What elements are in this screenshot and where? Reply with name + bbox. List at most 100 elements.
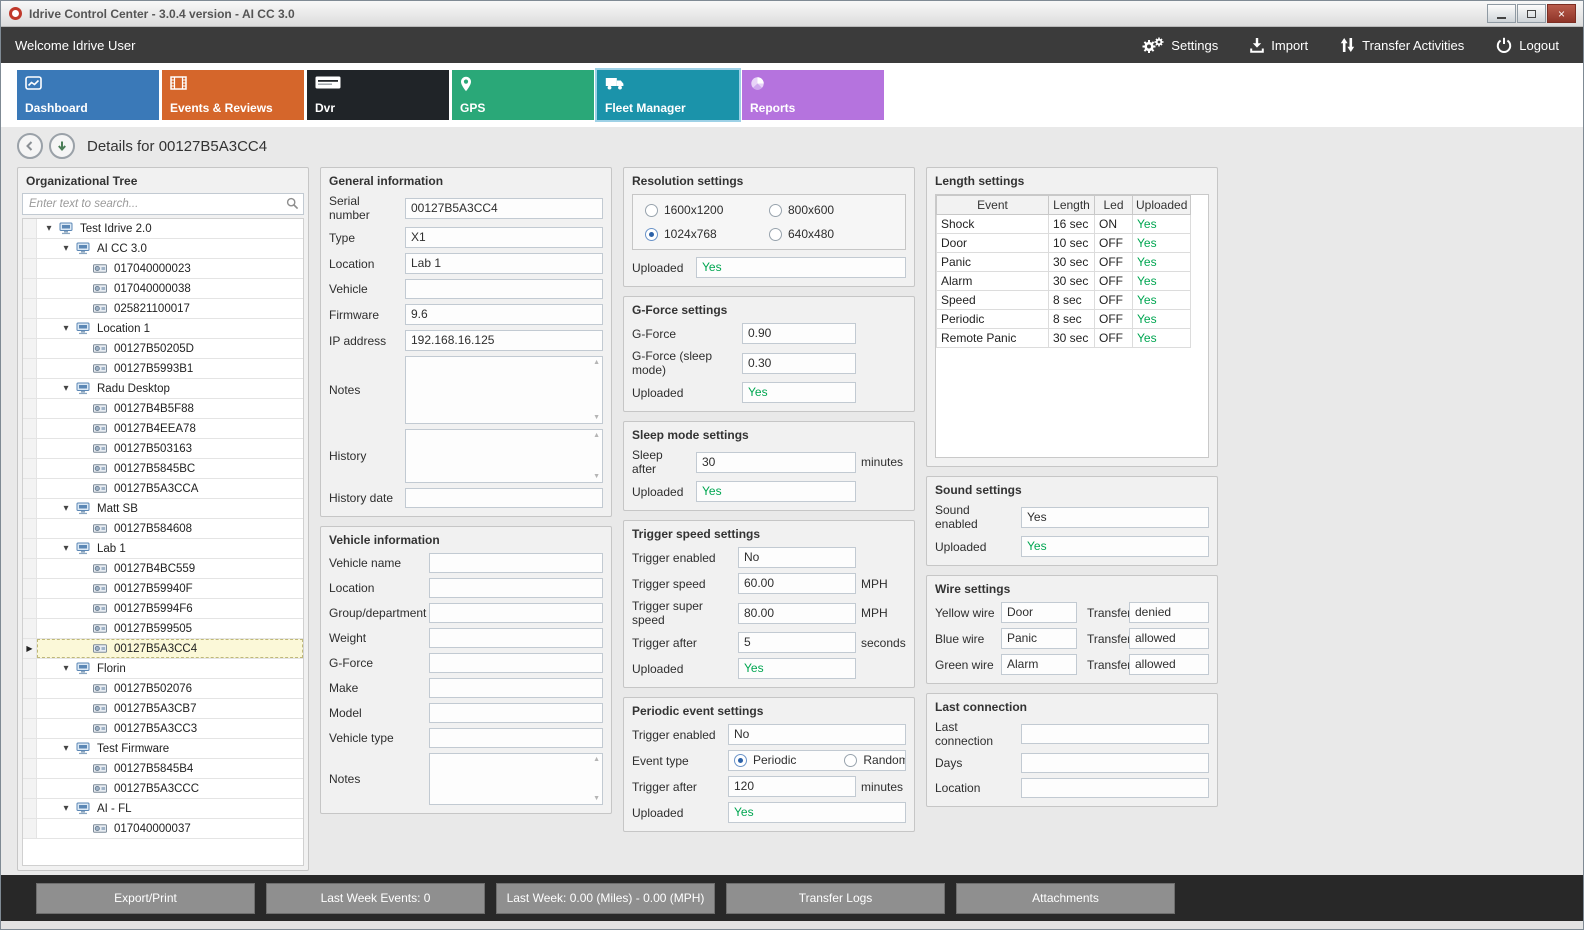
expand-collapse-icon[interactable]: ▾	[63, 803, 69, 814]
length-table-row[interactable]: Alarm 30 sec OFF Yes	[936, 271, 1192, 291]
gforce-input[interactable]: 0.90	[742, 323, 856, 344]
wire-transfer-field[interactable]: allowed	[1129, 628, 1209, 649]
length-table-row[interactable]: Periodic 8 sec OFF Yes	[936, 309, 1192, 329]
length-column-header[interactable]: Length	[1048, 195, 1095, 215]
expand-collapse-icon[interactable]: ▾	[63, 323, 69, 334]
sleep-uploaded-field[interactable]: Yes	[696, 481, 856, 502]
settings-button[interactable]: Settings	[1140, 37, 1218, 54]
tree-device-row[interactable]: ▶ 00127B5A3CC4	[23, 639, 303, 659]
attachments-button[interactable]: Attachments	[956, 882, 1175, 914]
length-column-header[interactable]: Led	[1094, 195, 1133, 215]
ip-address-input[interactable]: 192.168.16.125	[405, 330, 603, 351]
trigger-uploaded-field[interactable]: Yes	[738, 658, 856, 679]
vehicle-name-input[interactable]	[429, 553, 603, 573]
length-table-row[interactable]: Panic 30 sec OFF Yes	[936, 252, 1192, 272]
sleep-after-input[interactable]: 30	[696, 451, 856, 473]
resolution-option[interactable]: 640x480	[769, 227, 893, 241]
tree-group-row[interactable]: ▾ Lab 1	[23, 539, 303, 559]
tree-device-row[interactable]: 017040000037	[23, 819, 303, 839]
vehicle-type-input[interactable]	[429, 728, 603, 748]
wire-event-field[interactable]: Panic	[1001, 628, 1077, 649]
firmware-input[interactable]: 9.6	[405, 304, 603, 325]
length-table-row[interactable]: Door 10 sec OFF Yes	[936, 233, 1192, 253]
tree-device-row[interactable]: 00127B5A3CC3	[23, 719, 303, 739]
scroll-down-icon[interactable]: ▼	[593, 473, 600, 480]
type-input[interactable]: X1	[405, 227, 603, 248]
periodic-trigger-enabled-input[interactable]: No	[728, 724, 906, 745]
expand-collapse-icon[interactable]: ▾	[63, 503, 69, 514]
close-button[interactable]: ×	[1547, 4, 1576, 23]
make-input[interactable]	[429, 678, 603, 698]
expand-collapse-icon[interactable]: ▾	[63, 243, 69, 254]
tree-device-row[interactable]: 00127B5845B4	[23, 759, 303, 779]
tree-group-row[interactable]: ▾ AI - FL	[23, 799, 303, 819]
export-print-button[interactable]: Export/Print	[36, 882, 255, 914]
length-table-row[interactable]: Speed 8 sec OFF Yes	[936, 290, 1192, 310]
last-week-stats-button[interactable]: Last Week: 0.00 (Miles) - 0.00 (MPH)	[496, 882, 715, 914]
trigger-enabled-input[interactable]: No	[738, 547, 856, 568]
tree-device-row[interactable]: 00127B5994F6	[23, 599, 303, 619]
serial-number-input[interactable]: 00127B5A3CC4	[405, 197, 603, 219]
resolution-option[interactable]: 1600x1200	[645, 203, 769, 217]
event-type-option[interactable]: Periodic	[734, 753, 796, 768]
tab-fleet-manager[interactable]: Fleet Manager	[597, 70, 739, 120]
tree-device-row[interactable]: 00127B584608	[23, 519, 303, 539]
tree-device-row[interactable]: 00127B5A3CCA	[23, 479, 303, 499]
tree-group-row[interactable]: ▾ Test Idrive 2.0	[23, 219, 303, 239]
length-table-row[interactable]: Remote Panic 30 sec OFF Yes	[936, 328, 1192, 348]
maximize-button[interactable]	[1517, 4, 1546, 23]
vehicle-notes-input[interactable]: ▲ ▼	[429, 753, 603, 805]
resolution-option[interactable]: 1024x768	[645, 227, 769, 241]
last-week-events-button[interactable]: Last Week Events: 0	[266, 882, 485, 914]
tree-device-row[interactable]: 025821100017	[23, 299, 303, 319]
tree-device-row[interactable]: 017040000023	[23, 259, 303, 279]
history-input[interactable]: ▲ ▼	[405, 429, 603, 483]
back-button[interactable]	[17, 133, 43, 159]
length-table-row[interactable]: Shock 16 sec ON Yes	[936, 214, 1192, 234]
tree-device-row[interactable]: 00127B4BC559	[23, 559, 303, 579]
expand-collapse-icon[interactable]: ▾	[46, 223, 52, 234]
tab-dashboard[interactable]: Dashboard	[17, 70, 159, 120]
tree-group-row[interactable]: ▾ Florin	[23, 659, 303, 679]
tree-device-row[interactable]: 00127B502076	[23, 679, 303, 699]
import-button[interactable]: Import	[1250, 37, 1308, 53]
expand-collapse-icon[interactable]: ▾	[63, 663, 69, 674]
history-date-input[interactable]	[405, 488, 603, 508]
sound-enabled-input[interactable]: Yes	[1021, 506, 1209, 528]
periodic-trigger-after-input[interactable]: 120	[728, 776, 856, 797]
wire-transfer-field[interactable]: allowed	[1129, 654, 1209, 675]
wire-event-field[interactable]: Alarm	[1001, 654, 1077, 675]
tree-device-row[interactable]: 017040000038	[23, 279, 303, 299]
minimize-button[interactable]	[1487, 4, 1516, 23]
tree-group-row[interactable]: ▾ Test Firmware	[23, 739, 303, 759]
tree-device-row[interactable]: 00127B5A3CCC	[23, 779, 303, 799]
scroll-down-icon[interactable]: ▼	[593, 795, 600, 802]
transfer-activities-button[interactable]: Transfer Activities	[1340, 37, 1464, 53]
wire-transfer-field[interactable]: denied	[1129, 602, 1209, 623]
trigger-after-input[interactable]: 5	[738, 632, 856, 653]
scroll-up-icon[interactable]: ▲	[593, 756, 600, 763]
tree-device-row[interactable]: 00127B4EEA78	[23, 419, 303, 439]
event-type-option[interactable]: Random	[844, 753, 905, 768]
periodic-uploaded-field[interactable]: Yes	[728, 802, 906, 823]
down-arrow-button[interactable]	[49, 133, 75, 159]
tree-group-row[interactable]: ▾ Location 1	[23, 319, 303, 339]
tree-device-row[interactable]: 00127B599505	[23, 619, 303, 639]
tree-group-row[interactable]: ▾ Radu Desktop	[23, 379, 303, 399]
tree-group-row[interactable]: ▾ AI CC 3.0	[23, 239, 303, 259]
length-column-header[interactable]: Uploaded	[1131, 195, 1192, 215]
tree-group-row[interactable]: ▾ Matt SB	[23, 499, 303, 519]
expand-collapse-icon[interactable]: ▾	[63, 743, 69, 754]
vehicle-gforce-input[interactable]	[429, 653, 603, 673]
model-input[interactable]	[429, 703, 603, 723]
trigger-speed-input[interactable]: 60.00	[738, 573, 856, 594]
tab-gps[interactable]: GPS	[452, 70, 594, 120]
tree-device-row[interactable]: 00127B5A3CB7	[23, 699, 303, 719]
vehicle-input[interactable]	[405, 279, 603, 299]
scroll-up-icon[interactable]: ▲	[593, 359, 600, 366]
expand-collapse-icon[interactable]: ▾	[63, 383, 69, 394]
gforce-uploaded-field[interactable]: Yes	[742, 382, 856, 403]
tree-search-input[interactable]	[22, 193, 304, 215]
logout-button[interactable]: Logout	[1496, 37, 1559, 53]
group-department-input[interactable]	[429, 603, 603, 623]
